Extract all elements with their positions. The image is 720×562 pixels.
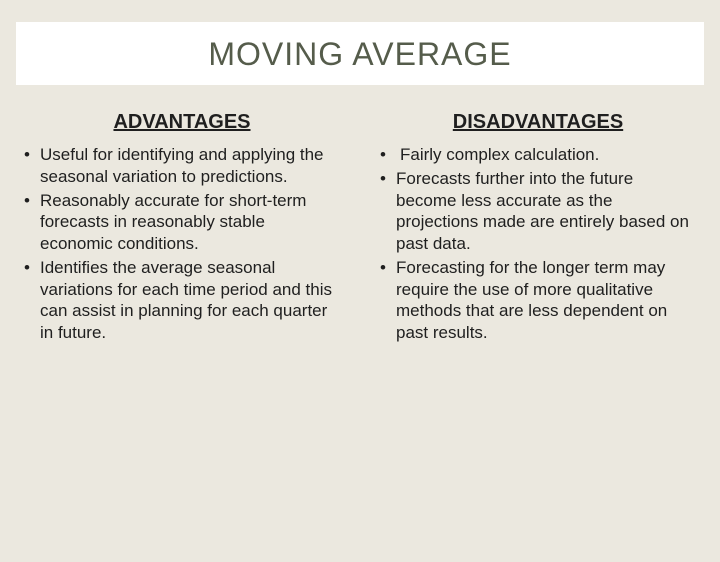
list-item: Identifies the average seasonal variatio…	[22, 257, 342, 344]
list-item: Fairly complex calculation.	[378, 144, 698, 166]
list-item: Forecasting for the longer term may requ…	[378, 257, 698, 344]
advantages-list: Useful for identifying and applying the …	[16, 144, 348, 344]
list-item: Useful for identifying and applying the …	[22, 144, 342, 188]
list-item: Reasonably accurate for short-term forec…	[22, 190, 342, 255]
disadvantages-heading: DISADVANTAGES	[372, 111, 704, 134]
slide-title: MOVING AVERAGE	[16, 36, 704, 73]
disadvantages-column: DISADVANTAGES Fairly complex calculation…	[372, 111, 704, 346]
columns-container: ADVANTAGES Useful for identifying and ap…	[0, 111, 720, 346]
disadvantages-list: Fairly complex calculation. Forecasts fu…	[372, 144, 704, 344]
advantages-column: ADVANTAGES Useful for identifying and ap…	[16, 111, 348, 346]
title-bar: MOVING AVERAGE	[16, 22, 704, 85]
advantages-heading: ADVANTAGES	[16, 111, 348, 134]
list-item: Forecasts further into the future become…	[378, 168, 698, 255]
